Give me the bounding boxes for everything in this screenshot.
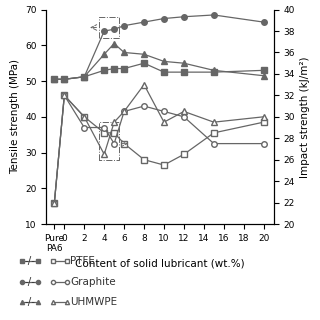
Text: -/-: -/-: [24, 256, 35, 266]
Y-axis label: Tensile strength (MPa): Tensile strength (MPa): [10, 59, 20, 174]
Text: -/-: -/-: [24, 297, 35, 308]
Text: PTFE: PTFE: [70, 256, 95, 266]
X-axis label: Content of solid lubricant (wt.%): Content of solid lubricant (wt.%): [75, 259, 245, 269]
Text: -/-: -/-: [24, 276, 35, 287]
Text: Graphite: Graphite: [70, 276, 116, 287]
Text: UHMWPE: UHMWPE: [70, 297, 117, 308]
Y-axis label: Impact strength (kJ/m²): Impact strength (kJ/m²): [300, 56, 310, 178]
